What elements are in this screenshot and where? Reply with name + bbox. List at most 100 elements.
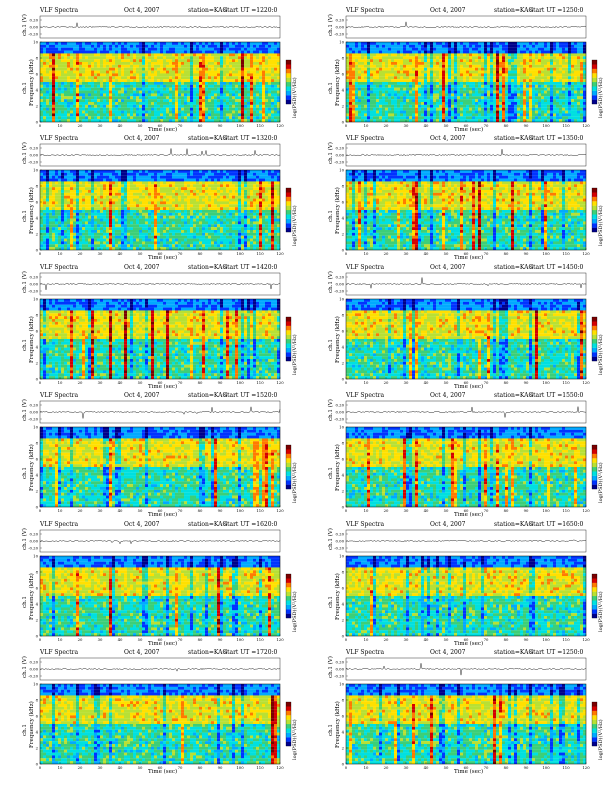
freq-tick-label: 2 bbox=[342, 617, 345, 622]
colorbar-swatch bbox=[592, 214, 597, 219]
colorbar-swatch bbox=[286, 347, 291, 353]
time-tick-label: 20 bbox=[384, 508, 389, 513]
time-tick-label: 10 bbox=[364, 380, 369, 385]
freq-axis-label: Frequency (kHz) bbox=[335, 701, 341, 748]
panel-title: VLF Spectra bbox=[40, 520, 78, 530]
colorbar-swatch bbox=[592, 64, 597, 69]
freq-axis-channel-label: ch.1 bbox=[328, 82, 334, 94]
freq-tick-label: 2 bbox=[342, 488, 345, 493]
panel-header: VLF Spectra Oct 4, 2007 station=KAG start U… bbox=[346, 6, 586, 16]
freq-tick-label: 2 bbox=[36, 231, 39, 236]
colorbar-swatch bbox=[286, 317, 291, 322]
time-tick-label: 110 bbox=[256, 637, 264, 642]
colorbar-frame bbox=[285, 59, 292, 105]
spectrogram-panel: VLF Spectra Oct 4, 2007 station=KAG start U… bbox=[0, 648, 300, 776]
time-tick-label: 50 bbox=[444, 765, 449, 770]
time-tick-label: 40 bbox=[118, 508, 123, 513]
spectrogram-image bbox=[40, 684, 281, 765]
colorbar-swatch bbox=[286, 715, 291, 720]
colorbar-swatch bbox=[592, 600, 597, 605]
time-tick-label: 10 bbox=[58, 765, 63, 770]
time-tick-label: 110 bbox=[562, 508, 570, 513]
ch-axis-label: ch.1 (V) bbox=[22, 399, 28, 421]
freq-tick-label: 2 bbox=[342, 231, 345, 236]
time-tick-label: 80 bbox=[198, 380, 203, 385]
freq-tick-label: 6 bbox=[342, 328, 345, 333]
time-tick-label: 50 bbox=[444, 637, 449, 642]
time-tick-label: 30 bbox=[404, 508, 409, 513]
colorbar-swatch bbox=[286, 710, 291, 716]
colorbar-label: log(PSD)(V²/Hz) bbox=[598, 591, 604, 632]
time-tick-label: 10 bbox=[364, 637, 369, 642]
time-tick-label: 110 bbox=[256, 380, 264, 385]
colorbar-swatch bbox=[592, 462, 597, 468]
freq-tick-label: 6 bbox=[342, 199, 345, 204]
colorbar-swatch bbox=[286, 467, 291, 472]
time-tick-label: 100 bbox=[236, 380, 244, 385]
time-tick-label: 50 bbox=[138, 765, 143, 770]
panel-station: station=KAG bbox=[494, 134, 533, 144]
ch-axis-label: ch.1 (V) bbox=[328, 528, 334, 550]
ch-axis-label: ch.1 (V) bbox=[22, 271, 28, 293]
colorbar-swatch bbox=[286, 471, 291, 476]
colorbar-swatch bbox=[592, 325, 597, 331]
panel-title: VLF Spectra bbox=[346, 520, 384, 530]
colorbar-swatch bbox=[592, 596, 597, 601]
colorbar-swatch bbox=[286, 475, 291, 481]
freq-tick-label: 0 bbox=[36, 761, 39, 766]
colorbar-swatch bbox=[286, 578, 291, 583]
panel-start-ut: start UT =1520:0 bbox=[224, 391, 277, 401]
time-tick-label: 60 bbox=[464, 508, 469, 513]
time-tick-label: 10 bbox=[364, 123, 369, 128]
freq-tick-label: 10 bbox=[339, 553, 344, 558]
freq-tick-label: 2 bbox=[36, 103, 39, 108]
ch-axis-label: ch.1 (V) bbox=[22, 656, 28, 678]
freq-tick-label: 10 bbox=[33, 553, 38, 558]
time-tick-label: 80 bbox=[198, 765, 203, 770]
time-tick-label: 90 bbox=[218, 123, 223, 128]
colorbar-swatch bbox=[592, 68, 597, 74]
time-tick-label: 10 bbox=[58, 637, 63, 642]
time-tick-label: 0 bbox=[345, 123, 348, 128]
ch-tick-label: 0.00 bbox=[30, 409, 39, 414]
time-tick-label: 40 bbox=[424, 380, 429, 385]
freq-tick-label: 2 bbox=[342, 745, 345, 750]
ch-tick-label: 0.20 bbox=[336, 17, 345, 22]
freq-tick-label: 2 bbox=[36, 745, 39, 750]
freq-axis-label: Frequency (kHz) bbox=[335, 187, 341, 234]
colorbar-swatch bbox=[592, 702, 597, 707]
panel-header: VLF Spectra Oct 4, 2007 station=KAG start U… bbox=[40, 6, 280, 16]
time-tick-label: 20 bbox=[384, 123, 389, 128]
waveform-trace bbox=[39, 667, 281, 672]
time-axis-label: Time (sec) bbox=[148, 641, 177, 647]
time-tick-label: 50 bbox=[138, 380, 143, 385]
time-tick-label: 70 bbox=[484, 251, 489, 256]
colorbar-swatch bbox=[286, 227, 291, 233]
freq-axis-channel-label: ch.1 bbox=[22, 467, 28, 479]
colorbar-swatch bbox=[592, 480, 597, 485]
spectrogram-image bbox=[346, 556, 587, 637]
panel-station: station=KAG bbox=[494, 520, 533, 530]
colorbar-swatch bbox=[286, 719, 291, 725]
colorbar-label: log(PSD)(V²/Hz) bbox=[598, 719, 604, 760]
time-tick-label: 0 bbox=[39, 765, 42, 770]
waveform-frame bbox=[39, 143, 281, 167]
colorbar-swatch bbox=[286, 453, 291, 459]
time-tick-label: 60 bbox=[158, 123, 163, 128]
panel-title: VLF Spectra bbox=[40, 648, 78, 658]
waveform-trace bbox=[345, 277, 587, 289]
time-tick-label: 50 bbox=[444, 380, 449, 385]
time-tick-label: 30 bbox=[404, 251, 409, 256]
colorbar-frame bbox=[285, 701, 292, 747]
colorbar-swatch bbox=[592, 471, 597, 476]
panel-station: station=KAG bbox=[494, 263, 533, 273]
time-tick-label: 30 bbox=[98, 637, 103, 642]
time-axis-label: Time (sec) bbox=[148, 512, 177, 518]
colorbar-frame bbox=[285, 316, 292, 362]
panel-station: station=KAG bbox=[188, 263, 227, 273]
ch-tick-label: 0.00 bbox=[30, 281, 39, 286]
spectrogram-image bbox=[346, 684, 587, 765]
panel-start-ut: start UT =1420:0 bbox=[224, 263, 277, 273]
